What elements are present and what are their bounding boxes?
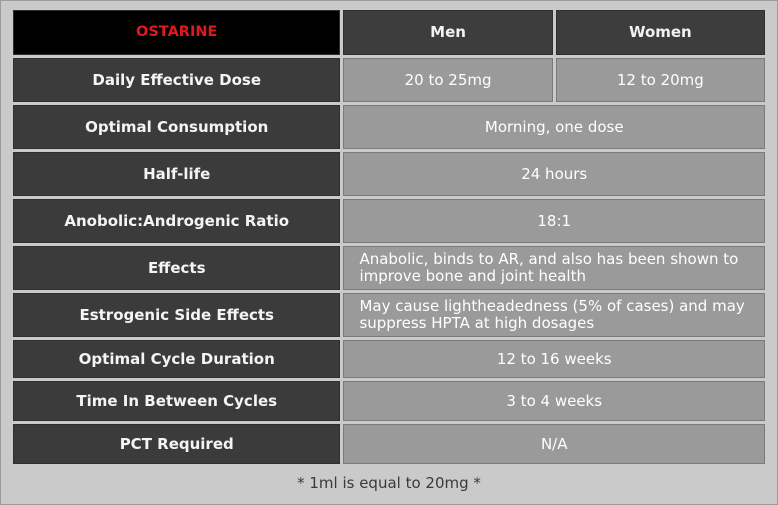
- row-label-half-life: Half-life: [13, 152, 341, 196]
- table-row: PCT Required N/A: [13, 424, 765, 464]
- column-header-men: Men: [343, 10, 553, 55]
- pct-value: N/A: [343, 424, 765, 464]
- ratio-value: 18:1: [343, 199, 765, 243]
- daily-dose-men: 20 to 25mg: [343, 58, 553, 102]
- table-row: Half-life 24 hours: [13, 152, 765, 196]
- footnote: * 1ml is equal to 20mg *: [297, 474, 481, 492]
- row-label-ratio: Anobolic:Androgenic Ratio: [13, 199, 341, 243]
- row-label-between-cycles: Time In Between Cycles: [13, 381, 341, 421]
- table-row: Optimal Consumption Morning, one dose: [13, 105, 765, 149]
- row-label-effects: Effects: [13, 246, 341, 290]
- consumption-value: Morning, one dose: [343, 105, 765, 149]
- daily-dose-women: 12 to 20mg: [555, 58, 765, 102]
- row-label-consumption: Optimal Consumption: [13, 105, 341, 149]
- estrogenic-value: May cause lightheadedness (5% of cases) …: [343, 293, 765, 337]
- row-label-daily-dose: Daily Effective Dose: [13, 58, 341, 102]
- table-row: Daily Effective Dose 20 to 25mg 12 to 20…: [13, 58, 765, 102]
- column-header-women: Women: [555, 10, 765, 55]
- table-header-row: OSTARINE Men Women: [13, 10, 765, 55]
- effects-value: Anabolic, binds to AR, and also has been…: [343, 246, 765, 290]
- row-label-pct: PCT Required: [13, 424, 341, 464]
- table-row: Estrogenic Side Effects May cause lighth…: [13, 293, 765, 337]
- table-row: Optimal Cycle Duration 12 to 16 weeks: [13, 340, 765, 378]
- between-cycles-value: 3 to 4 weeks: [343, 381, 765, 421]
- ostarine-info-table: OSTARINE Men Women Daily Effective Dose …: [10, 7, 768, 467]
- table-row: Anobolic:Androgenic Ratio 18:1: [13, 199, 765, 243]
- table-title: OSTARINE: [13, 10, 341, 55]
- cycle-duration-value: 12 to 16 weeks: [343, 340, 765, 378]
- table-row: Effects Anabolic, binds to AR, and also …: [13, 246, 765, 290]
- row-label-cycle-duration: Optimal Cycle Duration: [13, 340, 341, 378]
- row-label-estrogenic: Estrogenic Side Effects: [13, 293, 341, 337]
- table-row: Time In Between Cycles 3 to 4 weeks: [13, 381, 765, 421]
- half-life-value: 24 hours: [343, 152, 765, 196]
